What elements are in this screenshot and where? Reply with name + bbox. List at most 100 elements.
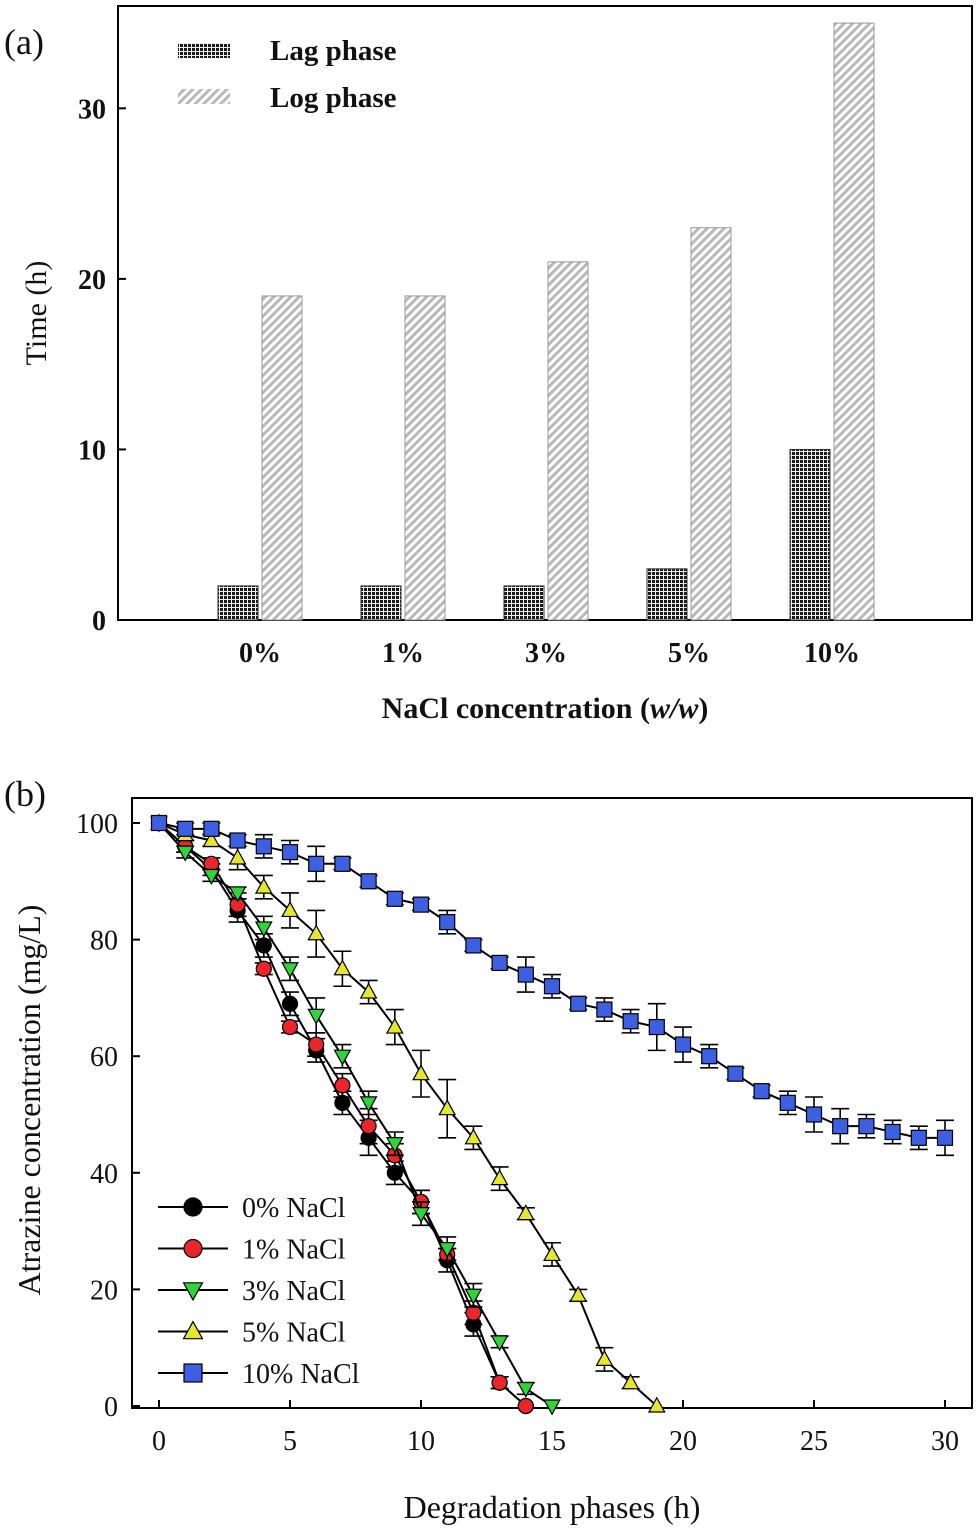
data-point	[464, 1288, 483, 1305]
panel-b-y-tick-label: 60	[90, 1042, 118, 1073]
legend-marker-2	[182, 1282, 204, 1302]
panel-b-x-tick-label: 30	[931, 1426, 959, 1457]
series-3	[150, 813, 666, 1413]
panel-b-x-tick-label: 5	[283, 1426, 297, 1457]
data-point	[465, 937, 482, 954]
panel-a-y-axis: 0 10 20 30	[78, 94, 126, 637]
data-point	[438, 1241, 457, 1259]
data-point	[254, 877, 273, 894]
panel-b-series	[150, 813, 954, 1416]
data-point	[858, 1118, 875, 1135]
data-point	[308, 855, 325, 872]
bar-log-1	[404, 295, 446, 621]
data-point	[412, 896, 430, 913]
data-point	[596, 1001, 613, 1018]
panel-a-x-axis-label-italic: w/w	[650, 692, 699, 725]
panel-a-x-tick-labels: 0% 1% 3% 5% 10%	[239, 638, 860, 669]
data-point	[647, 1396, 666, 1413]
data-point	[464, 1128, 483, 1145]
panel-a-y-tick-label: 0	[92, 606, 106, 637]
bar-lag-1	[360, 585, 402, 621]
panel-b-y-tick-label: 80	[90, 926, 118, 957]
panel-b-y-tick-label: 100	[76, 809, 118, 840]
legend-label-lag: Lag phase	[270, 35, 397, 67]
panel-b-x-tick-label: 0	[152, 1426, 166, 1457]
data-point	[910, 1129, 927, 1146]
data-point	[516, 1204, 535, 1221]
data-point	[333, 959, 352, 976]
data-point	[570, 995, 587, 1012]
panel-a-y-tick-label: 20	[78, 265, 106, 296]
data-point	[255, 838, 272, 855]
data-point	[727, 1065, 744, 1082]
legend-label-log: Log phase	[270, 82, 397, 114]
series-2	[150, 816, 561, 1416]
data-point	[490, 1335, 509, 1352]
panel-a: (a) 0 10 20 30 0% 1% 3% 5% 10% Time (h) NaCl co…	[4, 5, 973, 725]
data-point	[491, 954, 508, 972]
bar-lag-0	[217, 585, 259, 621]
data-point	[307, 924, 326, 941]
data-point	[884, 1123, 901, 1141]
panel-a-label: (a)	[4, 22, 44, 62]
data-point	[334, 1077, 351, 1094]
data-point	[360, 1118, 377, 1135]
bar-log-3	[690, 227, 732, 621]
data-point	[412, 1064, 430, 1081]
bar-lag-3	[646, 568, 688, 621]
panel-a-frame	[117, 5, 973, 621]
data-point	[281, 844, 299, 861]
data-point	[255, 960, 272, 977]
panel-b-x-axis-label: Degradation phases (h)	[404, 1489, 701, 1525]
panel-a-bars	[217, 22, 875, 621]
data-point	[753, 1083, 770, 1100]
legend-marker-0	[183, 1197, 203, 1217]
legend-swatch-lag	[178, 43, 230, 58]
panel-b-x-tick-label: 20	[669, 1426, 697, 1457]
panel-a-legend: Lag phase Log phase	[178, 35, 397, 114]
data-point	[543, 1399, 561, 1416]
data-point	[202, 830, 221, 848]
panel-b-y-axis-label: Atrazine concentration (mg/L)	[11, 905, 47, 1296]
bar-lag-2	[503, 585, 545, 621]
data-point	[359, 982, 378, 999]
data-point	[228, 848, 247, 865]
series-4	[150, 814, 954, 1157]
panel-a-x-tick-label: 3%	[525, 638, 567, 669]
data-point	[595, 1349, 614, 1366]
legend-marker-4	[183, 1363, 203, 1383]
panel-b-x-axis: 0 5 10 15 20 25 30	[152, 1400, 959, 1457]
data-point	[385, 1137, 404, 1154]
data-point	[805, 1106, 823, 1123]
panel-a-x-tick-label: 0%	[239, 638, 281, 669]
data-point	[412, 1207, 430, 1224]
legend-label-0: 0% NaCl	[242, 1193, 346, 1224]
panel-a-x-axis-label-main: NaCl concentration (	[382, 692, 650, 725]
panel-b-y-tick-label: 0	[104, 1392, 118, 1423]
data-point	[254, 921, 273, 938]
data-point	[438, 1099, 457, 1116]
panel-a-x-tick-label: 1%	[382, 638, 424, 669]
data-point	[936, 1129, 954, 1146]
data-point	[569, 1285, 588, 1302]
panel-b-legend: 0% NaCl 1% NaCl 3% NaCl 5% NaCl 10% NaCl	[158, 1193, 360, 1390]
bar-log-4	[833, 22, 875, 621]
data-point	[202, 868, 221, 885]
data-point	[229, 832, 246, 849]
data-point	[490, 1169, 509, 1186]
data-point	[386, 890, 403, 907]
panel-b-x-tick-label: 10	[407, 1426, 435, 1457]
data-point	[517, 1397, 534, 1415]
panel-a-x-axis-label-end: )	[698, 692, 708, 725]
data-point	[543, 978, 561, 995]
data-point	[385, 1017, 404, 1034]
legend-marker-1	[183, 1238, 203, 1259]
data-point	[150, 814, 168, 832]
data-point	[359, 1096, 378, 1113]
data-point	[779, 1094, 796, 1111]
series-line	[158, 822, 553, 1407]
legend-label-4: 10% NaCl	[242, 1359, 360, 1390]
data-point	[203, 820, 220, 837]
legend-swatch-log	[178, 89, 230, 104]
